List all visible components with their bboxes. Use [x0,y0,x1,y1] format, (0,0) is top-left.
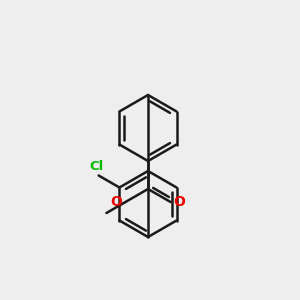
Text: O: O [111,195,122,209]
Text: O: O [173,195,185,209]
Text: Cl: Cl [89,160,104,172]
